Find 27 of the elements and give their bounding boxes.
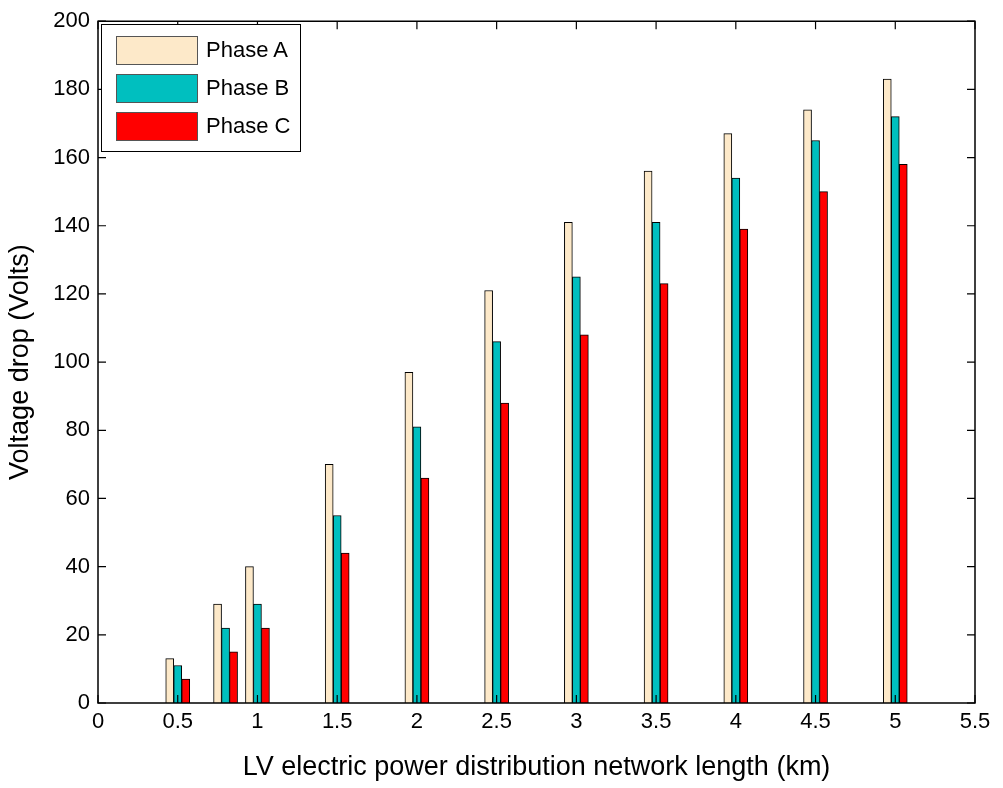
y-tick-label: 100 — [53, 348, 90, 374]
y-tick-label: 160 — [53, 143, 90, 169]
y-axis-title: Voltage drop (Volts) — [3, 244, 34, 480]
x-tick-label: 2 — [410, 708, 424, 734]
x-tick-label: 5.5 — [959, 708, 991, 734]
legend-label: Phase B — [206, 75, 290, 102]
x-tick-label: 2.5 — [481, 708, 512, 734]
x-tick-label: 1 — [251, 708, 264, 734]
y-tick-label: 0 — [77, 689, 90, 715]
legend-label: Phase C — [206, 113, 291, 140]
y-tick-label: 120 — [53, 279, 90, 305]
x-tick-label: 3.5 — [640, 708, 672, 734]
x-tick-label: 3 — [570, 708, 583, 734]
x-tick-label: 0.5 — [162, 708, 194, 734]
legend-label: Phase A — [206, 37, 288, 64]
y-tick-label: 20 — [65, 620, 90, 646]
x-tick-label: 4 — [729, 708, 742, 734]
y-tick-label: 140 — [53, 211, 90, 237]
x-axis-title: LV electric power distribution network length (km) — [242, 751, 831, 782]
y-tick-label: 40 — [65, 552, 90, 578]
y-tick-label: 200 — [53, 7, 90, 33]
x-tick-label: 4.5 — [800, 708, 831, 734]
x-tick-label: 5 — [889, 708, 902, 734]
x-tick-label: 1.5 — [321, 708, 353, 734]
y-tick-label: 60 — [65, 484, 90, 510]
y-tick-label: 180 — [53, 75, 90, 101]
y-tick-label: 80 — [65, 416, 90, 442]
